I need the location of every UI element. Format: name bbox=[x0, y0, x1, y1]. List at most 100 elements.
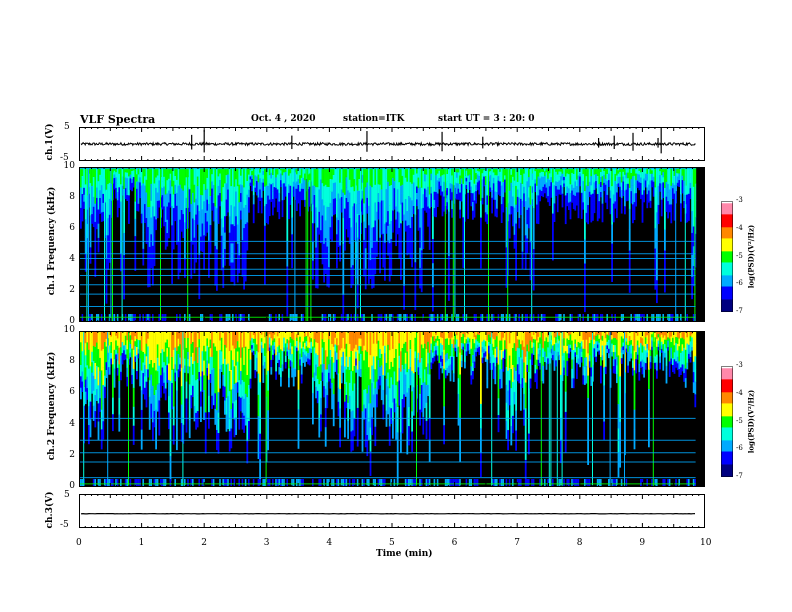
spectrogram-cell bbox=[516, 364, 519, 373]
spectrogram-cell bbox=[588, 186, 591, 193]
spectrogram-cell bbox=[262, 182, 265, 187]
spectrogram-cell bbox=[387, 344, 389, 359]
spectrogram-cell bbox=[432, 331, 434, 337]
spectrogram-cell bbox=[561, 193, 564, 201]
spectrogram-cell bbox=[563, 314, 565, 322]
spectrogram-cell bbox=[265, 204, 268, 214]
spectrogram-cell bbox=[553, 185, 556, 195]
spectrogram-cell bbox=[492, 177, 495, 184]
sferic-line bbox=[488, 167, 489, 322]
spectrogram-cell bbox=[116, 175, 119, 184]
spectrogram-cell bbox=[433, 175, 436, 184]
spectrogram-cell bbox=[313, 355, 316, 365]
spectrogram-cell bbox=[190, 395, 193, 409]
spectrogram-cell bbox=[424, 369, 426, 383]
spectrogram-cell bbox=[116, 353, 119, 361]
spectrogram-cell bbox=[372, 394, 375, 408]
spectrogram-cell bbox=[254, 167, 257, 172]
spectrogram-cell bbox=[494, 208, 497, 217]
spectrogram-cell bbox=[366, 167, 369, 175]
spectrogram-cell bbox=[284, 167, 287, 173]
spectrogram-cell bbox=[358, 179, 361, 192]
spectrogram-cell bbox=[571, 184, 573, 191]
spectrogram-cell bbox=[492, 370, 495, 379]
spectrogram-cell bbox=[636, 180, 639, 185]
spectrogram-cell bbox=[259, 189, 261, 196]
spectrogram-cell bbox=[393, 202, 396, 210]
spectrogram-cell bbox=[558, 314, 560, 322]
spectrogram-cell bbox=[475, 173, 477, 180]
spectrogram-cell bbox=[467, 184, 469, 194]
spectrogram-cell bbox=[395, 180, 397, 194]
spectrogram-cell bbox=[505, 247, 508, 268]
spectrogram-cell bbox=[520, 167, 522, 176]
spectrogram-cell bbox=[230, 479, 232, 487]
spectrogram-cell bbox=[291, 369, 293, 378]
spectrogram-cell bbox=[219, 479, 221, 487]
spectrogram-cell bbox=[299, 167, 301, 176]
spectrogram-cell bbox=[155, 370, 157, 391]
spectrogram-cell bbox=[312, 204, 314, 224]
spectrogram-cell bbox=[176, 179, 178, 194]
spectrogram-cell bbox=[624, 174, 626, 183]
spectrogram-cell bbox=[398, 380, 401, 394]
spectrogram-cell bbox=[400, 242, 402, 262]
spectrogram-cell bbox=[136, 203, 138, 211]
spectrogram-cell bbox=[193, 220, 196, 239]
spectrogram-cell bbox=[603, 167, 605, 172]
spectrogram-cell bbox=[457, 177, 460, 184]
spectrogram-cell bbox=[331, 370, 333, 384]
spectrogram-cell bbox=[480, 234, 482, 252]
spectrogram-cell bbox=[310, 349, 313, 353]
spectrogram-cell bbox=[601, 212, 604, 223]
spectrogram-cell bbox=[259, 459, 261, 486]
spectrogram-cell bbox=[321, 331, 324, 340]
spectrogram-cell bbox=[427, 374, 429, 386]
spectrogram-cell bbox=[414, 286, 417, 311]
spectrogram-cell bbox=[571, 178, 573, 185]
spectrogram-cell bbox=[158, 383, 161, 401]
spectrogram-cell bbox=[409, 367, 412, 377]
spectrogram-cell bbox=[372, 369, 375, 383]
spectrogram-cell bbox=[156, 479, 159, 487]
spectrogram-cell bbox=[105, 212, 108, 236]
spectrogram-cell bbox=[536, 167, 538, 177]
spectrogram-cell bbox=[326, 382, 329, 396]
spectrogram-cell bbox=[606, 174, 609, 182]
spectrogram-cell bbox=[84, 331, 87, 344]
spectrogram-cell bbox=[536, 350, 538, 361]
spectrogram-cell bbox=[662, 177, 665, 183]
spectrogram-cell bbox=[320, 204, 322, 218]
spectrogram-cell bbox=[251, 171, 253, 176]
spectrogram-cell bbox=[340, 314, 343, 322]
sferic-line bbox=[88, 167, 89, 322]
spectrogram-cell bbox=[492, 362, 495, 371]
spectrogram-cell bbox=[219, 167, 221, 174]
spectrogram-cell bbox=[107, 235, 109, 253]
spectrogram-cell bbox=[659, 175, 661, 180]
spectrogram-cell bbox=[392, 199, 394, 211]
spectrogram-cell bbox=[392, 210, 394, 222]
spectrogram-cell bbox=[107, 218, 109, 236]
spectrogram-cell bbox=[526, 209, 529, 225]
spectrogram-cell bbox=[232, 243, 234, 263]
spectrogram-cell bbox=[257, 416, 260, 438]
spectrogram-cell bbox=[148, 314, 151, 322]
ch1-waveform-trace bbox=[80, 141, 696, 148]
spectrogram-cell bbox=[331, 331, 333, 345]
spectrogram-cell bbox=[644, 183, 647, 188]
spectrogram-cell bbox=[331, 167, 333, 180]
spectrogram-cell bbox=[480, 379, 482, 405]
spectrogram-cell bbox=[502, 182, 505, 190]
spectrogram-cell bbox=[254, 362, 257, 371]
spectrogram-cell bbox=[406, 413, 409, 434]
spectrogram-cell bbox=[270, 178, 273, 185]
spectrogram-cell bbox=[636, 177, 639, 181]
spectrogram-cell bbox=[206, 338, 209, 347]
spectrogram-cell bbox=[249, 176, 252, 180]
spectrogram-cell bbox=[161, 331, 164, 341]
spectrogram-cell bbox=[152, 422, 154, 441]
spectrogram-cell bbox=[617, 176, 620, 181]
spectrogram-cell bbox=[118, 331, 121, 348]
sferic-line bbox=[305, 167, 307, 322]
